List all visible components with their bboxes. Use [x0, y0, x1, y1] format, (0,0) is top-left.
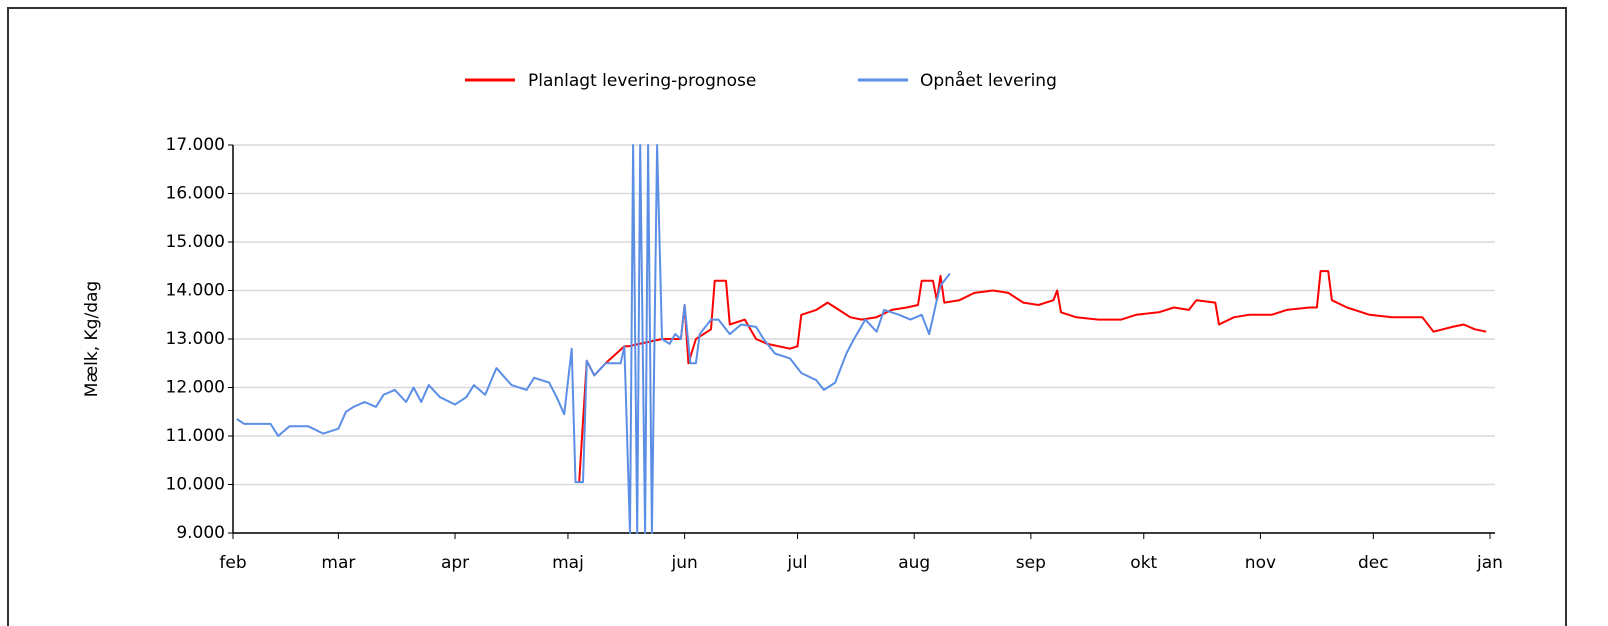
x-tick-label: sep: [1016, 553, 1046, 573]
x-tick-label: mar: [321, 553, 355, 573]
x-tick-label: jun: [670, 553, 697, 573]
frame: [7, 7, 1567, 626]
series-line: [578, 270, 1487, 483]
y-tick-label: 12.000: [166, 378, 225, 398]
x-tick-label: dec: [1358, 553, 1389, 573]
legend-label: Planlagt levering-prognose: [528, 71, 756, 91]
y-tick-label: 16.000: [166, 184, 225, 204]
y-tick-label: 11.000: [166, 426, 225, 446]
y-tick-label: 13.000: [166, 329, 225, 349]
y-axis-label: Mælk, Kg/dag: [82, 281, 102, 397]
y-tick-label: 14.000: [166, 281, 225, 301]
x-tick-label: aug: [898, 553, 930, 573]
x-tick-label: okt: [1130, 553, 1157, 573]
y-tick-label: 17.000: [166, 135, 225, 155]
x-tick-label: nov: [1245, 553, 1276, 573]
legend-label: Opnået levering: [920, 70, 1057, 91]
y-tick-label: 9.000: [176, 523, 225, 543]
x-tick-label: jul: [786, 553, 807, 573]
x-tick-label: feb: [219, 553, 246, 573]
x-tick-label: apr: [441, 553, 469, 573]
series-line: [236, 144, 951, 534]
y-tick-label: 10.000: [166, 475, 225, 495]
x-tick-label: jan: [1476, 553, 1503, 573]
y-tick-label: 15.000: [166, 232, 225, 252]
x-tick-label: maj: [552, 553, 584, 573]
